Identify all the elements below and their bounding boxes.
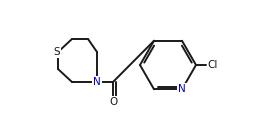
Text: N: N (178, 84, 186, 94)
Text: Cl: Cl (208, 60, 218, 70)
Text: N: N (93, 77, 101, 87)
Text: S: S (54, 47, 60, 57)
Text: O: O (109, 97, 117, 107)
